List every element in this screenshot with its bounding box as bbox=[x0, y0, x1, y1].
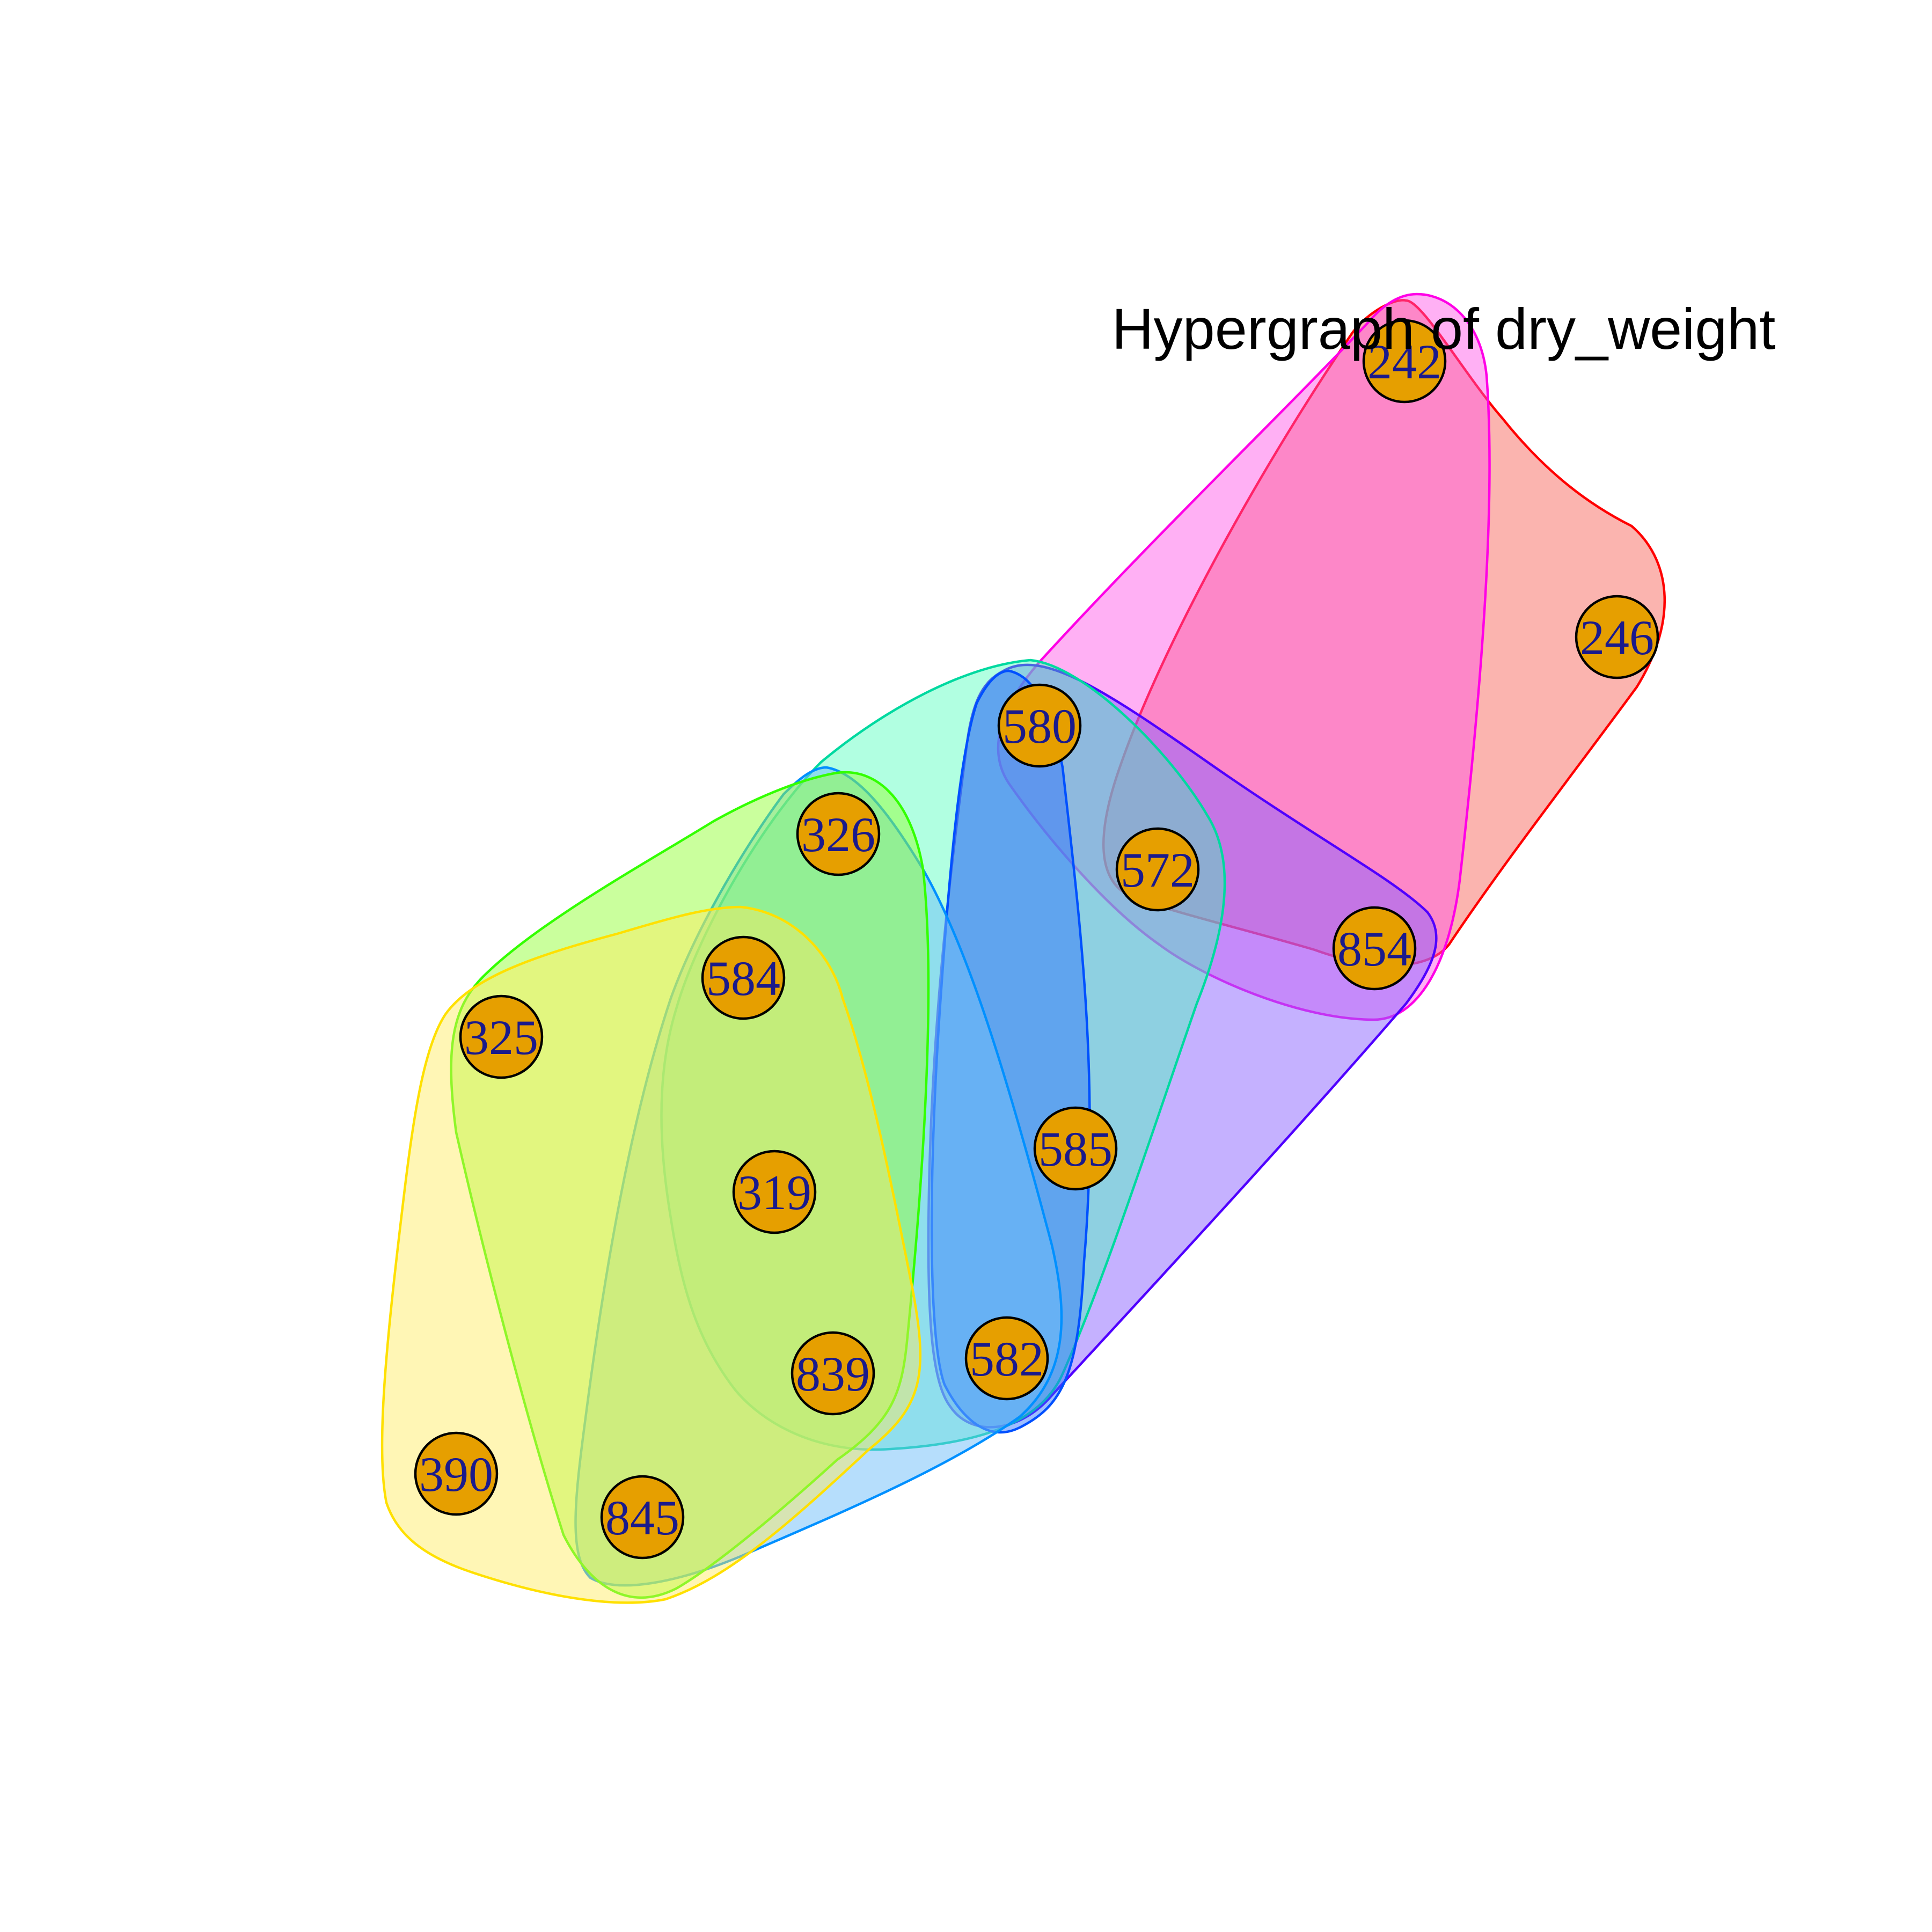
vertex-label: 845 bbox=[605, 1490, 679, 1545]
vertex-label: 246 bbox=[1580, 610, 1654, 665]
vertex-label: 325 bbox=[464, 1010, 538, 1065]
hyperedge-yellow bbox=[380, 905, 922, 1604]
vertex-circle bbox=[1115, 827, 1200, 912]
vertices: 242 246 580 572 854 326 584 325 585 319 839 582 390 8… bbox=[414, 319, 1659, 1560]
vertex-845: 845 bbox=[600, 1475, 685, 1560]
vertex-circle bbox=[997, 683, 1082, 768]
vertex-circle bbox=[1362, 319, 1447, 404]
vertex-circle bbox=[791, 1331, 875, 1416]
diagram-title: Hypergraph of dry_weight bbox=[1112, 296, 1776, 361]
vertex-326: 326 bbox=[796, 792, 881, 876]
vertex-242: 242 bbox=[1362, 319, 1447, 404]
vertex-label: 854 bbox=[1337, 921, 1411, 976]
vertex-circle bbox=[414, 1431, 499, 1516]
vertex-circle bbox=[1332, 906, 1417, 991]
vertex-585: 585 bbox=[1033, 1106, 1118, 1191]
vertex-circle bbox=[1575, 595, 1659, 679]
vertex-label: 242 bbox=[1367, 334, 1441, 389]
vertex-label: 390 bbox=[419, 1447, 493, 1502]
vertex-label: 580 bbox=[1002, 699, 1077, 753]
vertex-390: 390 bbox=[414, 1431, 499, 1516]
vertex-582: 582 bbox=[964, 1316, 1049, 1401]
vertex-label: 585 bbox=[1038, 1122, 1113, 1176]
hyperedges bbox=[380, 292, 1666, 1604]
vertex-854: 854 bbox=[1332, 906, 1417, 991]
vertex-839: 839 bbox=[791, 1331, 875, 1416]
vertex-label: 319 bbox=[737, 1165, 811, 1220]
vertex-circle bbox=[732, 1150, 817, 1234]
vertex-246: 246 bbox=[1575, 595, 1659, 679]
vertex-circle bbox=[701, 935, 786, 1020]
vertex-label: 584 bbox=[706, 951, 780, 1006]
vertex-circle bbox=[796, 792, 881, 876]
vertex-label: 582 bbox=[970, 1331, 1044, 1386]
vertex-572: 572 bbox=[1115, 827, 1200, 912]
vertex-label: 839 bbox=[796, 1346, 870, 1401]
vertex-319: 319 bbox=[732, 1150, 817, 1234]
vertex-circle bbox=[964, 1316, 1049, 1401]
vertex-325: 325 bbox=[459, 994, 544, 1079]
vertex-label: 572 bbox=[1121, 843, 1195, 897]
vertex-label: 326 bbox=[801, 807, 875, 862]
vertex-584: 584 bbox=[701, 935, 786, 1020]
vertex-circle bbox=[459, 994, 544, 1079]
vertex-580: 580 bbox=[997, 683, 1082, 768]
vertex-circle bbox=[600, 1475, 685, 1560]
vertex-circle bbox=[1033, 1106, 1118, 1191]
